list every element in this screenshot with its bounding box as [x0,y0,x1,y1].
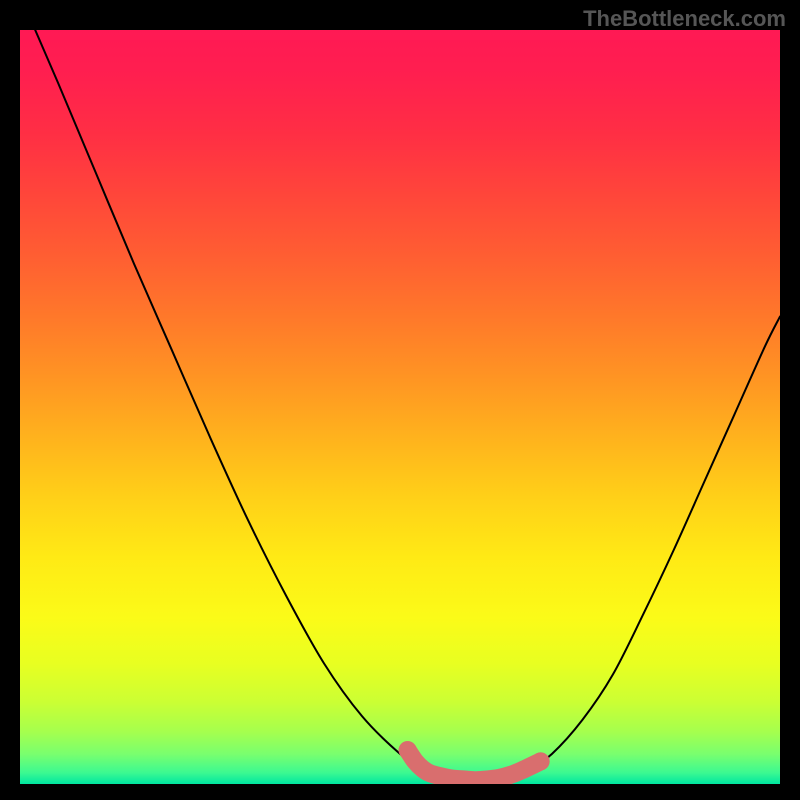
marker-endpoint-right [532,752,550,770]
plot-svg [20,30,780,784]
marker-endpoint-left [399,741,417,759]
gradient-background [20,30,780,784]
chart-root: TheBottleneck.com [0,0,800,800]
watermark-text: TheBottleneck.com [583,6,786,32]
plot-area [20,30,780,784]
